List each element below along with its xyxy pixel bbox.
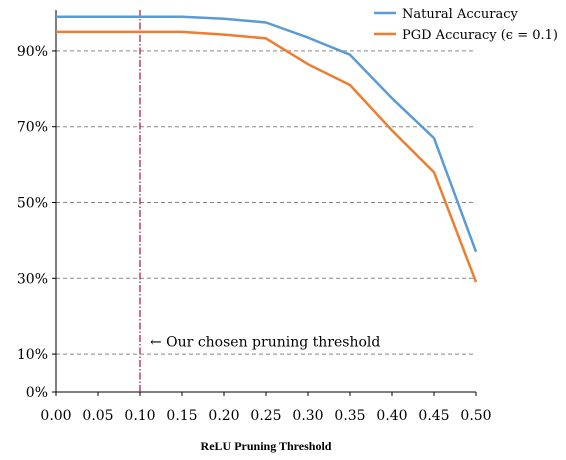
x-tick-label: 0.25	[250, 408, 281, 424]
y-tick-label: 30%	[17, 271, 48, 287]
x-tick-label: 0.00	[40, 408, 71, 424]
threshold-annotation-label: ← Our chosen pruning threshold	[150, 335, 380, 351]
y-tick-label: 70%	[17, 120, 48, 136]
y-tick-label: 50%	[17, 196, 48, 212]
x-tick-label: 0.50	[460, 408, 491, 424]
series-lines	[56, 15, 478, 283]
x-tick-label: 0.10	[124, 408, 155, 424]
x-tick-label: 0.45	[418, 408, 449, 424]
legend-label: Natural Accuracy	[402, 7, 519, 22]
series-line-natural-accuracy	[56, 15, 478, 253]
gridlines	[56, 50, 476, 355]
x-tick-label: 0.15	[166, 408, 197, 424]
x-axis-title: ReLU Pruning Threshold	[201, 439, 332, 453]
x-tick-label: 0.35	[334, 408, 365, 424]
y-tick-label: 90%	[17, 44, 48, 60]
x-tick-label: 0.20	[208, 408, 239, 424]
legend: Natural Accuracy PGD Accuracy (ϵ = 0.1)	[374, 7, 558, 43]
x-tick-label: 0.40	[376, 408, 407, 424]
series-line-pgd-accuracy	[56, 30, 478, 283]
axes: 0% 10% 30% 50% 70% 90% 0.00 0.05 0.10 0.15 0.20 0.2…	[17, 10, 492, 424]
annotation: ← Our chosen pruning threshold	[139, 10, 380, 392]
x-tick-label: 0.30	[292, 408, 323, 424]
legend-label: PGD Accuracy (ϵ = 0.1)	[402, 28, 558, 43]
x-tick-label: 0.05	[82, 408, 113, 424]
y-tick-label: 10%	[17, 347, 48, 363]
y-tick-label: 0%	[26, 385, 48, 401]
